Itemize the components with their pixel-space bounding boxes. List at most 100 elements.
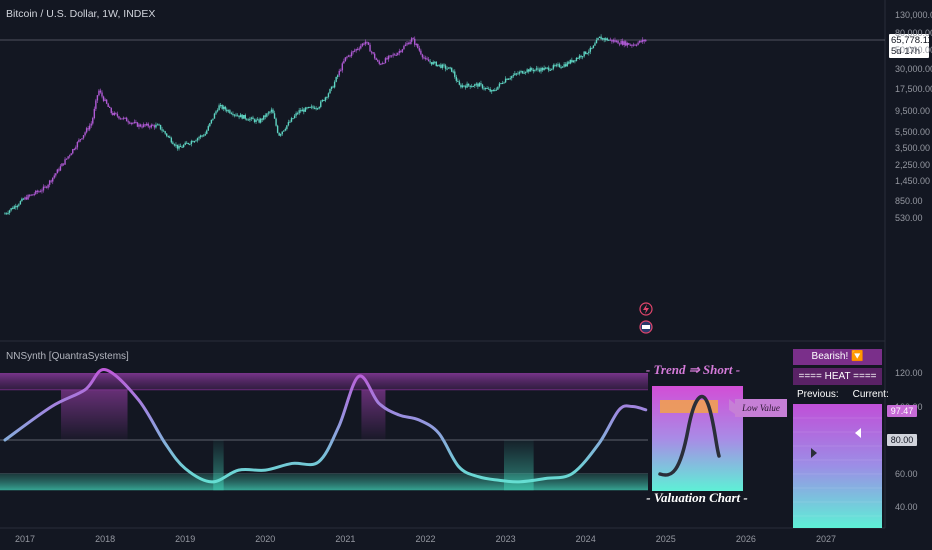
candle-body (176, 144, 179, 149)
candle-body (204, 133, 206, 136)
candle-body (427, 59, 430, 62)
upper-band (0, 373, 648, 390)
candle-body (601, 38, 604, 40)
candle-body (32, 194, 34, 196)
candle-body (287, 122, 290, 126)
candle-body (93, 108, 96, 119)
current-marker (855, 428, 861, 438)
candle-body (350, 52, 353, 57)
candle-body (209, 123, 211, 127)
candle-body (507, 78, 510, 80)
candle-body (487, 88, 490, 90)
candle-body (552, 65, 555, 69)
candle-body (517, 73, 519, 75)
candle-body (50, 180, 52, 182)
candle-body (118, 116, 120, 119)
candle-body (64, 159, 66, 165)
regime-shade (61, 389, 128, 440)
candle-body (432, 61, 434, 65)
candle-body (364, 41, 367, 45)
candle-body (538, 69, 541, 72)
candle-body (614, 40, 616, 42)
price-tick-label: 17,500.00 (895, 83, 932, 94)
candle-body (606, 38, 608, 41)
candle-body (284, 128, 287, 131)
candle-body (198, 137, 200, 139)
candle-body (115, 112, 117, 114)
oscillator-tick-label: 60.00 (895, 468, 918, 479)
candle-body (366, 41, 368, 43)
candle-body (454, 71, 456, 77)
candle-body (434, 61, 436, 63)
candle-body (463, 85, 465, 87)
candle-body (147, 123, 149, 127)
candle-body (343, 61, 345, 64)
price-tick-label: 3,500.00 (895, 143, 931, 154)
candle-body (119, 118, 122, 120)
candle-body (15, 206, 17, 208)
candle-body (48, 180, 51, 185)
candle-body (155, 124, 157, 128)
candle-body (318, 106, 320, 109)
candle-body (42, 186, 45, 191)
signal-badge: Bearish! 🔽 (793, 349, 882, 365)
candle-body (464, 86, 467, 88)
oscillator-tick-label: 40.00 (895, 502, 918, 512)
candle-body (53, 175, 55, 178)
candle-body (564, 64, 567, 67)
valuation-label: - Valuation Chart - (646, 490, 748, 505)
candle-body (478, 83, 481, 87)
candle-body (341, 63, 344, 71)
candle-body (142, 124, 145, 127)
price-tick-label: 9,500.00 (895, 106, 931, 117)
candle-body (101, 92, 103, 97)
candle-body (82, 135, 85, 139)
candle-body (68, 155, 71, 157)
candle-body (167, 135, 169, 137)
candle-body (618, 43, 621, 45)
candle-body (244, 114, 246, 119)
candle-body (192, 141, 194, 143)
candle-body (149, 126, 151, 128)
candle-body (500, 83, 502, 85)
candle-body (620, 41, 622, 45)
candle-body (480, 83, 482, 85)
candle-body (458, 81, 461, 85)
candle-body (585, 51, 587, 54)
candle-body (162, 130, 165, 132)
candle-body (600, 36, 602, 40)
candle-body (333, 81, 336, 88)
bar-countdown: 5d 17h (891, 46, 921, 57)
valuation-marker (660, 400, 718, 413)
candle-body (72, 149, 74, 154)
candle-body (641, 39, 644, 42)
candle-body (438, 64, 441, 66)
candle-body (407, 43, 410, 45)
candle-body (190, 141, 193, 144)
candle-body (24, 197, 26, 200)
candle-body (443, 64, 445, 66)
candle-body (78, 139, 80, 143)
candle-body (122, 117, 125, 119)
candle-body (241, 114, 243, 119)
candle-body (218, 105, 220, 111)
price-tick-label: 1,450.00 (895, 175, 931, 186)
candle-body (455, 76, 458, 81)
candle-body (608, 39, 610, 41)
candle-body (266, 113, 268, 117)
candle-body (315, 108, 317, 110)
candle-body (132, 122, 134, 124)
candle-body (568, 62, 570, 64)
time-tick-label: 2025 (655, 534, 676, 544)
candle-body (628, 43, 630, 45)
candle-body (335, 76, 337, 82)
candle-body (81, 138, 83, 140)
candle-body (546, 67, 548, 69)
candle-body (347, 55, 350, 57)
candle-body (273, 113, 276, 119)
candle-body (612, 40, 615, 42)
candle-body (531, 68, 533, 70)
regime-shade (213, 440, 224, 491)
candle-body (116, 113, 119, 117)
candle-body (133, 121, 136, 123)
